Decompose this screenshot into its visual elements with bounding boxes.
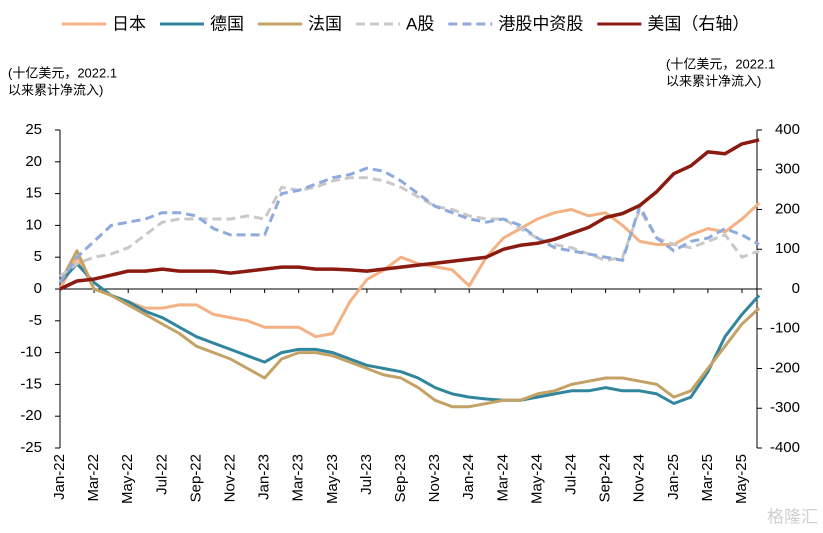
legend-label: 港股中资股 — [498, 14, 583, 33]
y2-tick-label: 0 — [792, 280, 800, 297]
y2-tick-label: 100 — [775, 240, 800, 257]
series-line — [59, 138, 760, 291]
y-tick-label: -20 — [20, 407, 42, 424]
y-tick-label: -25 — [20, 439, 42, 456]
x-tick-label: Jul-23 — [358, 454, 375, 495]
x-tick-label: Nov-23 — [426, 454, 443, 502]
y2-tick-label: -200 — [770, 359, 800, 376]
x-tick-label: Mar-25 — [699, 454, 716, 502]
series-line — [58, 249, 761, 409]
x-tick-label: Jan-22 — [51, 454, 68, 500]
y-axis-label: (十亿美元，2022.1 — [8, 65, 117, 80]
x-tick-label: Nov-24 — [631, 454, 648, 502]
y-tick-label: -10 — [20, 344, 42, 361]
y2-tick-label: 300 — [775, 161, 800, 178]
y-tick-label: 25 — [25, 121, 42, 138]
y-tick-label: 20 — [25, 153, 42, 170]
x-tick-label: Mar-23 — [290, 454, 307, 502]
y-axis-label: 以来累计净流入) — [8, 82, 103, 97]
x-tick-label: Sep-23 — [392, 454, 409, 502]
x-tick-label: Jul-22 — [153, 454, 170, 495]
x-tick-label: Sep-24 — [597, 454, 614, 502]
series-line — [58, 202, 761, 339]
legend-label: A股 — [406, 14, 434, 33]
watermark: 格隆汇 — [767, 507, 818, 526]
legend-label: 美国（右轴） — [647, 14, 749, 33]
x-tick-label: Jul-24 — [562, 454, 579, 495]
y2-tick-label: -400 — [770, 439, 800, 456]
series-line — [58, 166, 760, 284]
x-tick-label: Jan-23 — [256, 454, 273, 500]
y2-axis-label: (十亿美元，2022.1 — [666, 56, 775, 71]
x-tick-label: May-25 — [733, 454, 750, 504]
y-tick-label: 10 — [25, 216, 42, 233]
x-tick-label: Mar-22 — [85, 454, 102, 502]
y-tick-label: 15 — [25, 185, 42, 202]
y-tick-label: -15 — [20, 375, 42, 392]
y-tick-label: 0 — [34, 280, 42, 297]
x-tick-label: Sep-22 — [187, 454, 204, 502]
y2-axis-label: 以来累计净流入) — [666, 73, 761, 88]
y2-tick-label: -300 — [770, 399, 800, 416]
x-tick-label: Nov-22 — [221, 454, 238, 502]
x-tick-label: May-23 — [324, 454, 341, 504]
legend-label: 德国 — [210, 14, 244, 33]
legend-label: 法国 — [308, 14, 342, 33]
x-tick-label: Mar-24 — [494, 454, 511, 502]
y-tick-label: -5 — [29, 312, 42, 329]
y2-tick-label: 200 — [775, 200, 800, 217]
x-tick-label: May-24 — [528, 454, 545, 504]
x-tick-label: Jan-24 — [460, 454, 477, 500]
y-tick-label: 5 — [34, 248, 42, 265]
series-line — [58, 262, 761, 405]
y2-tick-label: -100 — [770, 320, 800, 337]
x-tick-label: Jan-25 — [665, 454, 682, 500]
legend-label: 日本 — [112, 14, 146, 33]
x-tick-label: May-22 — [119, 454, 136, 504]
y2-tick-label: 400 — [775, 121, 800, 138]
